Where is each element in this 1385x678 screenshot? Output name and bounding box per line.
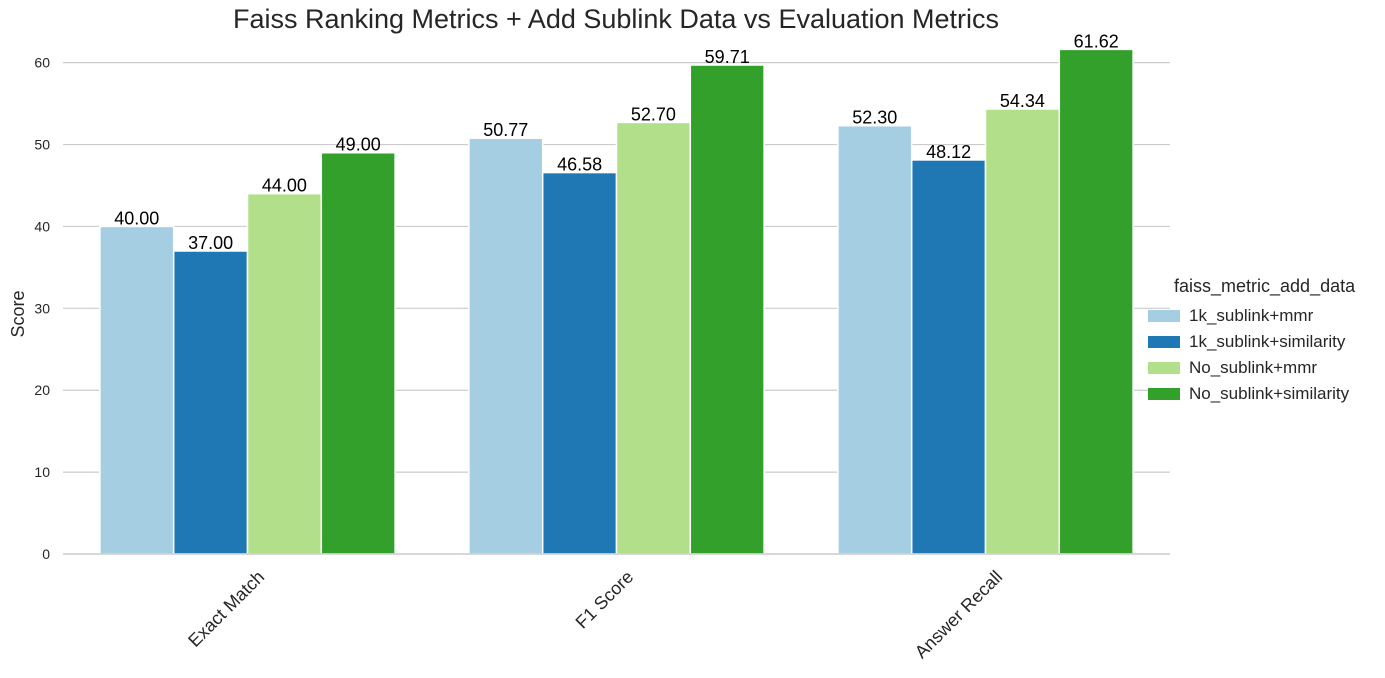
legend-item: No_sublink+similarity bbox=[1148, 381, 1355, 407]
bar bbox=[837, 124, 913, 555]
legend-label: No_sublink+mmr bbox=[1189, 358, 1318, 377]
y-tick-label: 0 bbox=[42, 546, 50, 562]
x-tick-label: Exact Match bbox=[184, 567, 268, 651]
data-label: 61.62 bbox=[1074, 31, 1119, 51]
legend-title: faiss_metric_add_data bbox=[1174, 276, 1356, 296]
legend-item: 1k_sublink+similarity bbox=[1148, 329, 1355, 355]
x-tick-label: Answer Recall bbox=[911, 567, 1006, 662]
legend-label: 1k_sublink+similarity bbox=[1189, 332, 1346, 351]
chart-title: Faiss Ranking Metrics + Add Sublink Data… bbox=[232, 4, 1000, 34]
y-tick-label: 60 bbox=[34, 55, 50, 71]
bar bbox=[320, 151, 396, 555]
bar bbox=[615, 121, 692, 555]
bar bbox=[99, 225, 175, 555]
legend-swatch bbox=[1148, 310, 1180, 322]
x-tick-label: F1 Score bbox=[572, 567, 638, 633]
bar bbox=[984, 108, 1061, 555]
legend: faiss_metric_add_data 1k_sublink+mmr 1k_s… bbox=[1140, 276, 1355, 407]
legend-swatch bbox=[1148, 362, 1180, 374]
legend-label: 1k_sublink+mmr bbox=[1189, 306, 1314, 325]
y-axis-label: Score bbox=[8, 290, 28, 337]
legend-swatch bbox=[1148, 388, 1180, 400]
legend-item: 1k_sublink+mmr bbox=[1148, 303, 1355, 329]
bar bbox=[689, 64, 765, 555]
bar bbox=[1058, 48, 1134, 555]
data-label: 48.12 bbox=[926, 142, 971, 162]
bar bbox=[910, 159, 987, 555]
data-label: 50.77 bbox=[483, 120, 528, 140]
data-label: 49.00 bbox=[336, 135, 381, 155]
y-tick-label: 30 bbox=[34, 300, 50, 316]
data-label: 54.34 bbox=[1000, 91, 1045, 111]
data-labels: 40.00 37.00 44.00 49.00 50.77 46.58 52.70 59.71… bbox=[114, 31, 1118, 253]
bar bbox=[172, 250, 249, 555]
bar bbox=[541, 171, 618, 555]
y-tick-label: 20 bbox=[34, 382, 50, 398]
bar bbox=[468, 137, 544, 555]
legend-item: No_sublink+mmr bbox=[1148, 355, 1355, 381]
bar bbox=[246, 192, 323, 555]
y-tick-label: 50 bbox=[34, 137, 50, 153]
data-label: 52.70 bbox=[631, 104, 676, 124]
data-label: 40.00 bbox=[114, 208, 159, 228]
bars bbox=[99, 48, 1134, 555]
legend-swatch bbox=[1148, 336, 1180, 348]
data-label: 37.00 bbox=[188, 233, 233, 253]
y-tick-label: 10 bbox=[34, 464, 50, 480]
data-label: 59.71 bbox=[705, 47, 750, 67]
data-label: 46.58 bbox=[557, 155, 602, 175]
data-label: 44.00 bbox=[262, 176, 307, 196]
data-label: 52.30 bbox=[852, 108, 897, 128]
y-tick-label: 40 bbox=[34, 218, 50, 234]
legend-label: No_sublink+similarity bbox=[1189, 384, 1350, 403]
